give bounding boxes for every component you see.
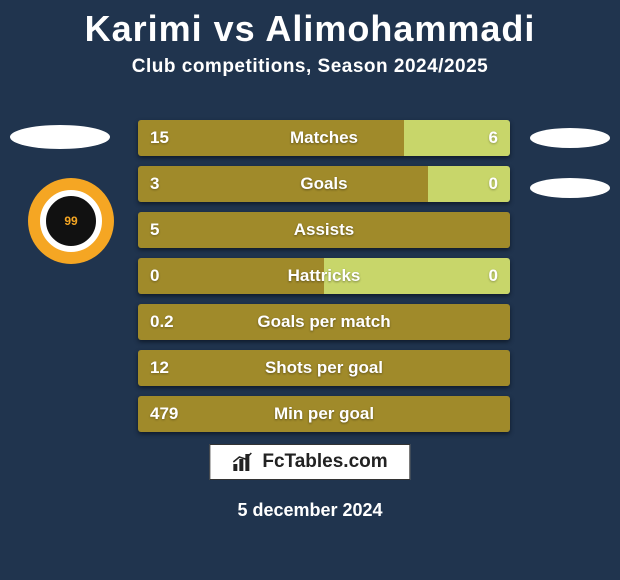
stat-bar: 00Hattricks: [138, 258, 510, 294]
stat-bar: 156Matches: [138, 120, 510, 156]
bar-left-value: 0: [138, 258, 171, 294]
bar-left-value: 479: [138, 396, 190, 432]
stat-bar: 12Shots per goal: [138, 350, 510, 386]
right-team-ellipse-2: [530, 178, 610, 198]
bar-segment-left: [138, 166, 428, 202]
subtitle: Club competitions, Season 2024/2025: [0, 56, 620, 78]
comparison-bars: 156Matches30Goals5Assists00Hattricks0.2G…: [138, 120, 510, 442]
date-text: 5 december 2024: [0, 500, 620, 521]
right-team-ellipse-1: [530, 128, 610, 148]
stat-bar: 30Goals: [138, 166, 510, 202]
stat-bar: 0.2Goals per match: [138, 304, 510, 340]
bar-segment-left: [138, 396, 510, 432]
footer-text: FcTables.com: [262, 451, 387, 473]
footer-logo-box: FcTables.com: [209, 444, 410, 480]
chart-icon: [232, 452, 254, 472]
bar-left-value: 5: [138, 212, 171, 248]
bar-left-value: 12: [138, 350, 181, 386]
badge-inner: 99: [40, 190, 102, 252]
team-badge: 99: [28, 178, 114, 264]
page-title: Karimi vs Alimohammadi: [0, 0, 620, 50]
bar-right-value: 6: [477, 120, 510, 156]
bar-right-value: 0: [477, 166, 510, 202]
comparison-infographic: Karimi vs Alimohammadi Club competitions…: [0, 0, 620, 580]
bar-segment-left: [138, 350, 510, 386]
badge-outer-ring: 99: [28, 178, 114, 264]
bar-segment-left: [138, 212, 510, 248]
bar-left-value: 0.2: [138, 304, 186, 340]
bar-left-value: 15: [138, 120, 181, 156]
stat-bar: 479Min per goal: [138, 396, 510, 432]
left-team-ellipse: [10, 125, 110, 149]
badge-text: 99: [64, 214, 77, 228]
bar-segment-left: [138, 304, 510, 340]
bar-left-value: 3: [138, 166, 171, 202]
stat-bar: 5Assists: [138, 212, 510, 248]
bar-right-value: 0: [477, 258, 510, 294]
